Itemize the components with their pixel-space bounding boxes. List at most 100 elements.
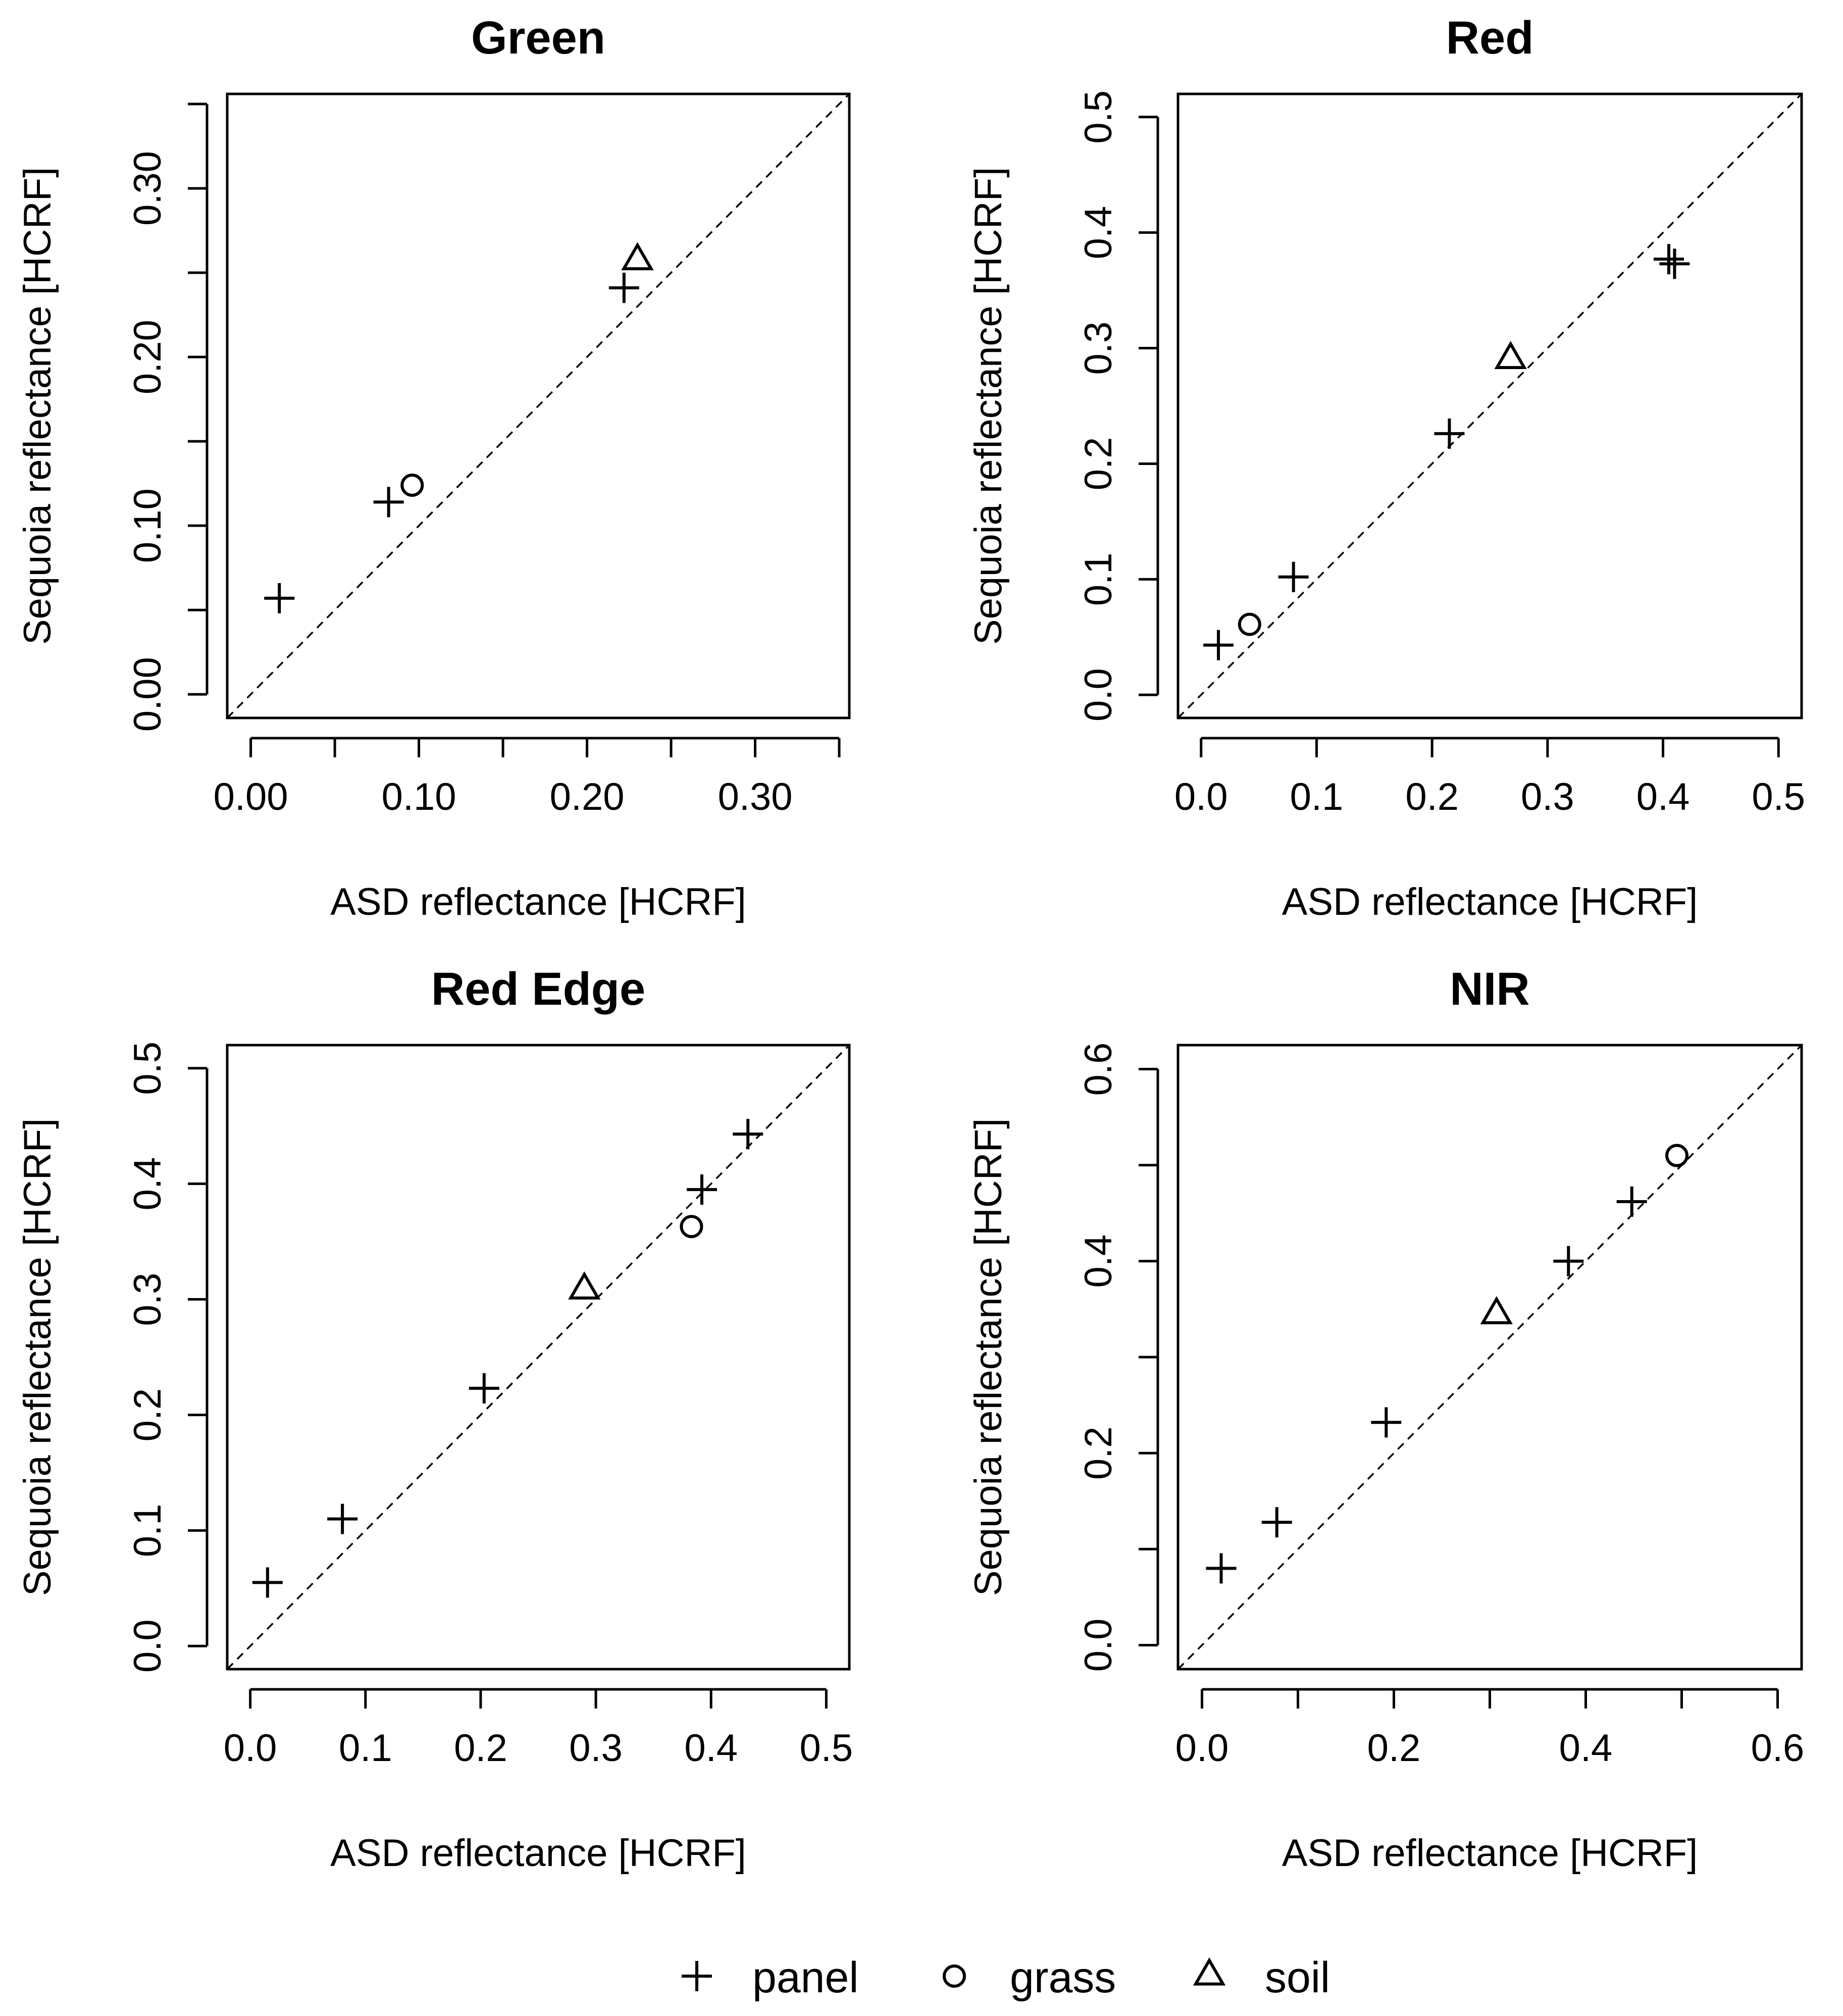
one-to-one-line <box>226 93 850 719</box>
one-to-one-line <box>1177 93 1803 719</box>
point-panel <box>1206 1553 1237 1584</box>
legend: panel grass soil <box>682 1953 1330 2002</box>
point-panel <box>1653 244 1684 275</box>
y-axis-title: Sequoia reflectance [HCRF] <box>16 167 59 645</box>
y-tick-label: 0.0 <box>1077 668 1120 721</box>
point-grass <box>1665 1144 1688 1167</box>
point-grass <box>680 1215 703 1238</box>
y-tick-label: 0.0 <box>126 1619 169 1673</box>
legend-label: panel <box>752 1953 858 2002</box>
y-tick-label: 0.1 <box>126 1504 169 1558</box>
point-panel <box>1616 1186 1647 1217</box>
x-tick-label: 0.5 <box>1752 776 1805 818</box>
point-panel <box>1203 630 1234 660</box>
y-tick-label: 0.10 <box>126 488 169 563</box>
x-tick-label: 0.0 <box>224 1727 277 1770</box>
x-axis-title: ASD reflectance [HCRF] <box>1282 881 1698 923</box>
x-tick-label: 0.3 <box>1521 776 1574 818</box>
y-axis-title: Sequoia reflectance [HCRF] <box>967 1118 1010 1596</box>
y-tick-label: 0.00 <box>126 657 169 732</box>
x-tick-label: 0.10 <box>382 776 456 818</box>
x-tick-label: 0.0 <box>1174 776 1228 818</box>
one-to-one-line <box>1177 1044 1803 1670</box>
y-tick-label: 0.3 <box>126 1273 169 1326</box>
y-tick-label: 0.2 <box>126 1388 169 1442</box>
x-tick-label: 0.30 <box>718 776 793 818</box>
legend-circle-icon <box>943 1965 966 1988</box>
plot-frame <box>226 92 851 719</box>
point-panel <box>264 583 295 613</box>
point-soil <box>568 1271 601 1300</box>
y-axis-title: Sequoia reflectance [HCRF] <box>967 167 1010 645</box>
legend-item-soil: soil <box>1193 1953 1330 2002</box>
x-tick-label: 0.4 <box>1636 776 1690 818</box>
y-tick-label: 0.4 <box>1077 206 1120 260</box>
legend-item-grass: grass <box>943 1953 1116 2002</box>
x-tick-label: 0.2 <box>1367 1727 1421 1770</box>
y-tick-label: 0.4 <box>1077 1234 1120 1288</box>
point-panel <box>252 1567 283 1598</box>
y-tick-label: 0.20 <box>126 320 169 394</box>
panel-title: Red Edge <box>431 963 645 1015</box>
point-panel <box>1659 248 1690 279</box>
panel-title: Green <box>471 12 605 64</box>
point-grass <box>1238 612 1261 636</box>
point-panel <box>1261 1507 1292 1538</box>
y-tick-label: 0.0 <box>1077 1619 1120 1672</box>
point-panel <box>327 1504 358 1534</box>
point-panel <box>1553 1246 1584 1276</box>
x-tick-label: 0.5 <box>800 1727 853 1770</box>
legend-triangle-icon <box>1193 1957 1226 1986</box>
y-tick-label: 0.6 <box>1077 1043 1120 1096</box>
panel-red: Red 0.0 0.1 0.2 0.3 0.4 0.5 ASD reflectance [HC… <box>967 12 1805 923</box>
point-panel <box>1434 418 1465 449</box>
x-tick-label: 0.4 <box>1559 1727 1613 1770</box>
y-tick-label: 0.2 <box>1077 437 1120 491</box>
point-soil <box>1480 1296 1513 1324</box>
y-axis-title: Sequoia reflectance [HCRF] <box>16 1118 59 1596</box>
y-tick-label: 0.2 <box>1077 1426 1120 1480</box>
x-axis-title: ASD reflectance [HCRF] <box>330 1832 746 1875</box>
legend-item-panel: panel <box>682 1953 858 2002</box>
y-tick-label: 0.1 <box>1077 553 1120 606</box>
panel-green: Green 0.00 0.10 0.20 0.30 ASD reflectance [HC… <box>16 12 851 923</box>
x-tick-label: 0.1 <box>1290 776 1344 818</box>
legend-plus-icon <box>682 1961 712 1991</box>
plot-frame <box>1176 1044 1803 1671</box>
point-panel <box>469 1373 499 1404</box>
legend-label: grass <box>1010 1953 1116 2002</box>
panel-title: NIR <box>1450 963 1529 1015</box>
legend-label: soil <box>1265 1953 1330 2002</box>
point-panel <box>686 1174 717 1205</box>
point-panel <box>373 487 404 518</box>
x-tick-label: 0.00 <box>214 776 288 818</box>
x-axis-title: ASD reflectance [HCRF] <box>1282 1832 1698 1875</box>
panel-red-edge: Red Edge 0.0 0.1 0.2 0.3 0.4 0.5 ASD reflectanc… <box>16 963 853 1875</box>
x-tick-label: 0.20 <box>550 776 625 818</box>
point-panel <box>1278 561 1309 592</box>
x-tick-label: 0.6 <box>1751 1727 1805 1770</box>
point-soil <box>621 242 654 271</box>
point-panel <box>1371 1407 1402 1438</box>
point-panel <box>608 273 639 303</box>
panel-title: Red <box>1446 12 1534 64</box>
y-tick-label: 0.3 <box>1077 322 1120 375</box>
one-to-one-line <box>226 1044 850 1670</box>
point-panel <box>733 1119 763 1150</box>
y-tick-label: 0.5 <box>1077 90 1120 144</box>
x-tick-label: 0.0 <box>1175 1727 1229 1770</box>
x-tick-label: 0.1 <box>339 1727 392 1770</box>
point-soil <box>1494 341 1527 370</box>
x-tick-label: 0.3 <box>569 1727 623 1770</box>
x-tick-label: 0.4 <box>684 1727 738 1770</box>
plot-frame <box>1176 92 1803 719</box>
x-tick-label: 0.2 <box>454 1727 507 1770</box>
y-tick-label: 0.5 <box>126 1042 169 1095</box>
point-grass <box>400 474 424 497</box>
y-tick-label: 0.30 <box>126 151 169 226</box>
panel-nir: NIR 0.0 0.2 0.4 0.6 ASD reflectance [HCRF] 0.0… <box>967 963 1804 1875</box>
x-tick-label: 0.2 <box>1405 776 1459 818</box>
x-axis-title: ASD reflectance [HCRF] <box>330 881 746 923</box>
y-tick-label: 0.4 <box>126 1157 169 1211</box>
